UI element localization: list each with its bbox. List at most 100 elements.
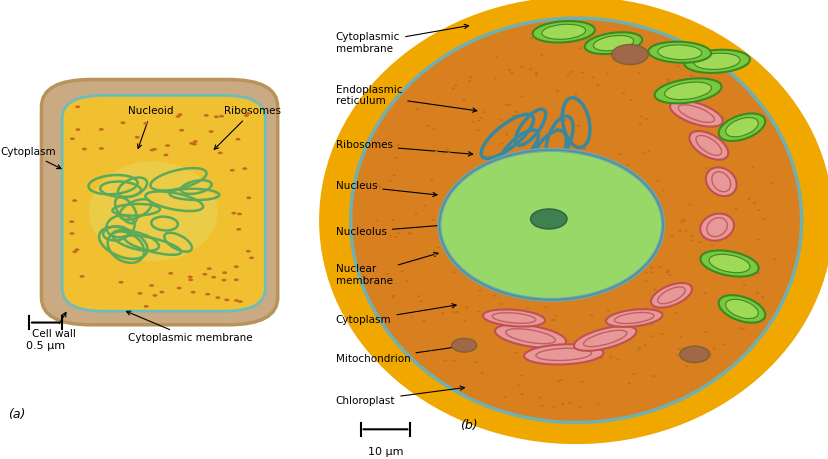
Circle shape	[632, 373, 635, 375]
Circle shape	[738, 327, 741, 329]
Circle shape	[386, 273, 389, 275]
Circle shape	[633, 315, 636, 317]
Circle shape	[599, 335, 603, 336]
Circle shape	[120, 121, 125, 124]
Circle shape	[99, 128, 104, 131]
Circle shape	[425, 125, 428, 127]
Circle shape	[619, 213, 623, 215]
Circle shape	[246, 196, 251, 199]
Circle shape	[445, 148, 449, 150]
Circle shape	[523, 257, 527, 259]
Circle shape	[756, 272, 759, 274]
Ellipse shape	[705, 168, 736, 196]
Circle shape	[721, 117, 724, 119]
Circle shape	[748, 129, 751, 131]
Circle shape	[676, 66, 679, 67]
Circle shape	[621, 92, 624, 94]
Circle shape	[651, 375, 654, 377]
Circle shape	[214, 115, 219, 118]
Ellipse shape	[494, 325, 566, 348]
Text: Ribosomes: Ribosomes	[214, 106, 281, 149]
Circle shape	[409, 233, 412, 235]
Circle shape	[720, 141, 723, 143]
Text: Nuclear
membrane: Nuclear membrane	[335, 252, 437, 285]
Text: Mitochondrion: Mitochondrion	[335, 344, 464, 364]
Circle shape	[378, 186, 381, 188]
Circle shape	[637, 72, 640, 73]
Circle shape	[667, 274, 671, 276]
Circle shape	[697, 241, 700, 243]
Circle shape	[636, 349, 639, 351]
Circle shape	[533, 183, 537, 185]
Circle shape	[679, 346, 709, 363]
Ellipse shape	[650, 283, 691, 308]
Circle shape	[451, 271, 455, 273]
Circle shape	[616, 359, 619, 360]
Circle shape	[649, 272, 652, 274]
Circle shape	[696, 89, 700, 90]
Circle shape	[605, 162, 609, 163]
Circle shape	[534, 74, 537, 76]
Circle shape	[599, 357, 603, 359]
Circle shape	[682, 119, 686, 121]
Circle shape	[721, 343, 724, 345]
Circle shape	[391, 219, 394, 221]
Circle shape	[496, 188, 499, 190]
Circle shape	[584, 227, 587, 229]
Circle shape	[551, 319, 554, 321]
Circle shape	[555, 128, 558, 129]
Circle shape	[233, 299, 238, 302]
Circle shape	[393, 236, 397, 238]
Circle shape	[534, 73, 537, 74]
Ellipse shape	[689, 131, 727, 160]
Circle shape	[666, 270, 669, 272]
Circle shape	[137, 292, 142, 295]
Circle shape	[451, 311, 455, 313]
Circle shape	[734, 208, 737, 210]
Circle shape	[391, 295, 394, 297]
Circle shape	[414, 213, 417, 214]
Circle shape	[556, 381, 560, 382]
Circle shape	[218, 151, 223, 154]
Circle shape	[462, 245, 465, 246]
Circle shape	[503, 104, 507, 106]
Circle shape	[633, 240, 636, 242]
Circle shape	[649, 324, 652, 325]
Circle shape	[590, 77, 594, 78]
Circle shape	[570, 291, 574, 293]
Circle shape	[497, 272, 500, 274]
Circle shape	[660, 333, 663, 335]
Circle shape	[609, 356, 612, 358]
Circle shape	[606, 310, 609, 312]
Circle shape	[712, 347, 715, 349]
Circle shape	[209, 130, 214, 133]
Circle shape	[206, 267, 211, 270]
Circle shape	[193, 140, 198, 143]
Circle shape	[671, 283, 674, 285]
Circle shape	[474, 361, 477, 363]
Circle shape	[465, 307, 468, 308]
Ellipse shape	[350, 18, 801, 422]
Circle shape	[590, 314, 593, 316]
Circle shape	[527, 256, 531, 257]
Circle shape	[658, 266, 662, 268]
Circle shape	[599, 228, 603, 230]
Circle shape	[246, 250, 251, 252]
Circle shape	[451, 338, 476, 352]
Circle shape	[248, 257, 253, 259]
Ellipse shape	[693, 53, 739, 69]
Circle shape	[666, 80, 669, 82]
Circle shape	[72, 250, 77, 253]
Circle shape	[477, 120, 480, 122]
Circle shape	[513, 352, 517, 354]
Circle shape	[769, 182, 773, 184]
Text: 10 μm: 10 μm	[368, 448, 402, 458]
Circle shape	[679, 221, 682, 223]
Circle shape	[539, 54, 542, 56]
Circle shape	[760, 296, 763, 298]
Circle shape	[613, 41, 616, 43]
Circle shape	[569, 71, 572, 73]
Circle shape	[506, 249, 509, 251]
Circle shape	[236, 228, 241, 231]
Ellipse shape	[584, 32, 642, 54]
